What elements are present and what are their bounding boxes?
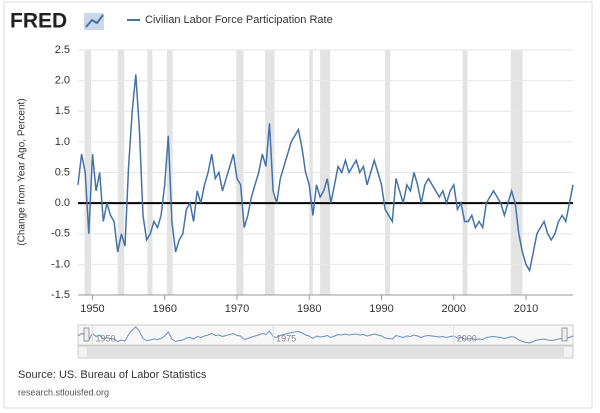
y-tick-label: -1.0 [51,258,70,270]
x-tick-label: 1980 [297,303,321,315]
logo-icon-line [85,14,104,28]
scrollbar-thumb[interactable] [87,347,564,357]
x-tick-label: 2010 [514,303,538,315]
navigator-handle-right[interactable] [561,327,568,342]
navigator-line [77,326,574,344]
x-tick-label: 1990 [369,303,393,315]
y-tick-label: -1.5 [51,289,70,301]
navigator-tick-label: 1975 [276,333,296,343]
site: research.stlouisfed.org [18,387,109,397]
y-tick-label: -0.5 [51,228,70,240]
x-tick-label: 2000 [442,303,466,315]
x-tick-label: 1950 [80,303,104,315]
logo: FRED [10,10,67,33]
source: Source: US. Bureau of Labor Statistics [18,369,207,381]
y-tick-label: 2.5 [55,44,70,56]
legend-label: Civilian Labor Force Participation Rate [145,14,333,26]
y-axis-label: (Change from Year Ago, Percent) [17,98,28,245]
navigator-tick-label: 2000 [457,333,477,343]
y-tick-label: 0.0 [55,197,70,209]
y-tick-label: 0.5 [55,166,70,178]
navigator-handle-left[interactable] [83,327,90,342]
y-tick-label: 1.0 [55,136,70,148]
navigator [77,324,574,346]
x-tick-label: 1970 [225,303,249,315]
series-line [77,74,574,273]
y-tick-label: 1.5 [55,105,70,117]
navigator-tick-label: 1950 [95,333,115,343]
x-tick-label: 1960 [152,303,176,315]
y-tick-label: 2.0 [55,75,70,87]
